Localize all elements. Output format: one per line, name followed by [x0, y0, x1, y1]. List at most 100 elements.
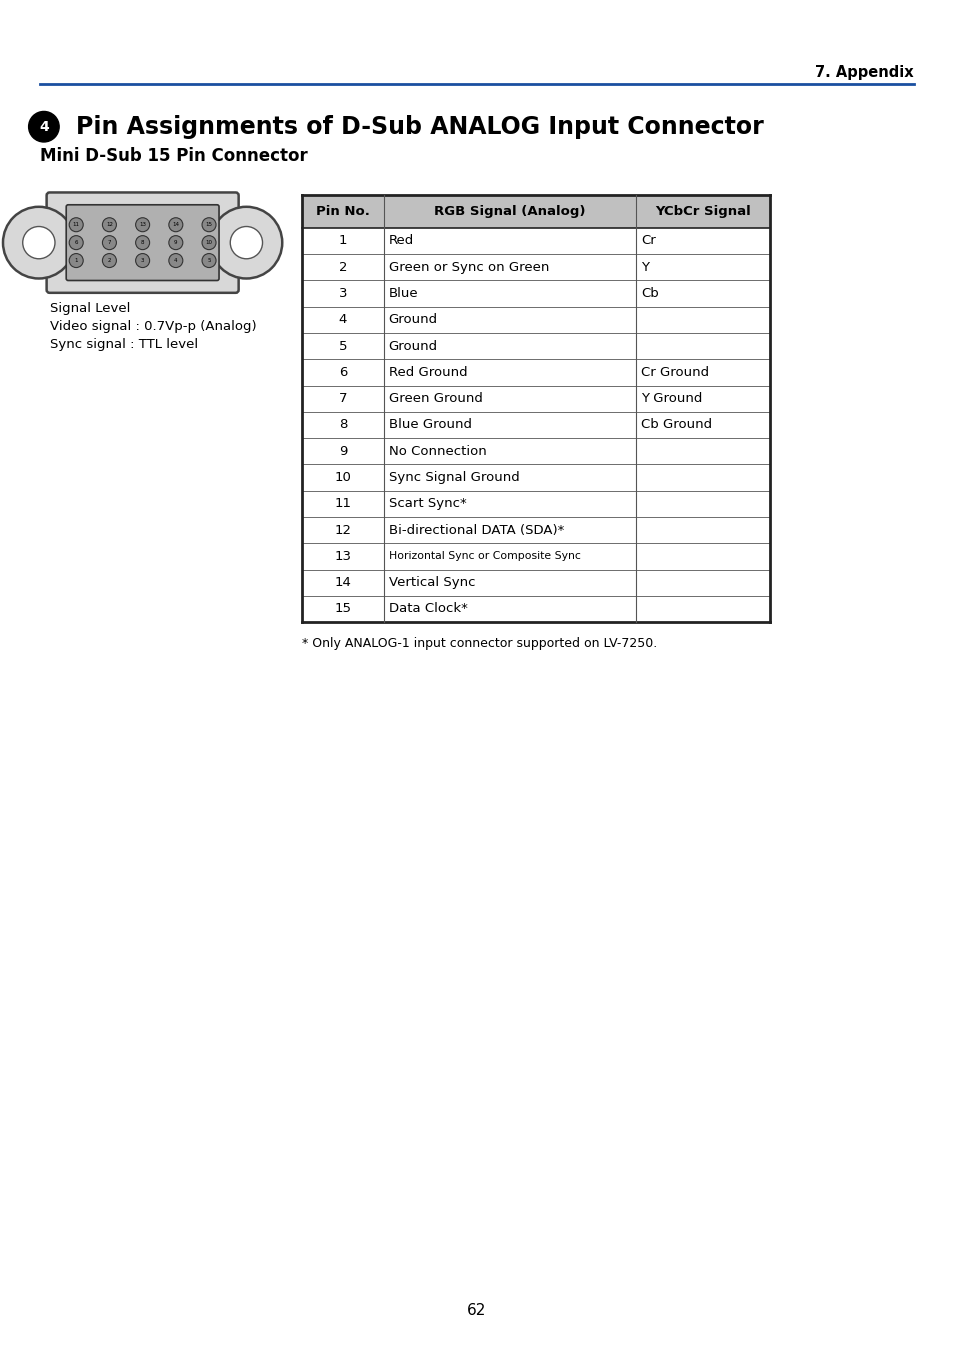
Circle shape — [135, 236, 150, 249]
Text: Signal Level: Signal Level — [50, 302, 130, 315]
Circle shape — [169, 236, 183, 249]
Text: 6: 6 — [74, 240, 78, 245]
Text: 10: 10 — [205, 240, 213, 245]
Circle shape — [135, 253, 150, 267]
Text: Y: Y — [640, 260, 649, 274]
Text: 9: 9 — [173, 240, 177, 245]
Text: 13: 13 — [335, 550, 351, 563]
Text: 6: 6 — [338, 365, 347, 379]
Text: Horizontal Sync or Composite Sync: Horizontal Sync or Composite Sync — [388, 551, 579, 561]
Text: Sync signal : TTL level: Sync signal : TTL level — [50, 338, 197, 350]
Text: Vertical Sync: Vertical Sync — [388, 576, 475, 589]
Text: * Only ANALOG-1 input connector supported on LV-7250.: * Only ANALOG-1 input connector supporte… — [302, 638, 657, 650]
Circle shape — [211, 206, 282, 279]
Text: Cr: Cr — [640, 235, 656, 248]
Bar — [302, 518, 769, 543]
Text: Ground: Ground — [388, 340, 437, 353]
Text: 11: 11 — [72, 222, 80, 228]
Circle shape — [169, 218, 183, 232]
Text: Cb: Cb — [640, 287, 659, 301]
Text: Blue: Blue — [388, 287, 417, 301]
Bar — [302, 570, 769, 596]
Circle shape — [102, 253, 116, 267]
Text: Pin No.: Pin No. — [315, 205, 370, 218]
Text: Scart Sync*: Scart Sync* — [388, 497, 466, 511]
Circle shape — [70, 236, 83, 249]
Circle shape — [102, 218, 116, 232]
Text: 9: 9 — [338, 445, 347, 458]
Text: 2: 2 — [338, 260, 347, 274]
Text: 8: 8 — [141, 240, 144, 245]
Circle shape — [70, 253, 83, 267]
Text: 13: 13 — [139, 222, 146, 228]
Text: 14: 14 — [172, 222, 179, 228]
Circle shape — [202, 218, 215, 232]
Bar — [302, 253, 769, 280]
Text: YCbCr Signal: YCbCr Signal — [655, 205, 750, 218]
Circle shape — [3, 206, 74, 279]
Bar — [302, 360, 769, 386]
Circle shape — [70, 218, 83, 232]
Text: 7. Appendix: 7. Appendix — [815, 65, 913, 80]
Text: 4: 4 — [39, 120, 49, 133]
Text: Pin Assignments of D-Sub ANALOG Input Connector: Pin Assignments of D-Sub ANALOG Input Co… — [76, 115, 763, 139]
Text: 14: 14 — [335, 576, 351, 589]
Bar — [302, 491, 769, 518]
Text: Mini D-Sub 15 Pin Connector: Mini D-Sub 15 Pin Connector — [40, 147, 308, 166]
Circle shape — [135, 218, 150, 232]
Bar — [302, 228, 769, 255]
Text: 3: 3 — [338, 287, 347, 301]
Circle shape — [29, 112, 59, 142]
Text: 15: 15 — [205, 222, 213, 228]
Text: Cb Ground: Cb Ground — [640, 418, 712, 431]
Text: Bi-directional DATA (SDA)*: Bi-directional DATA (SDA)* — [388, 523, 563, 537]
Text: 7: 7 — [108, 240, 112, 245]
Text: 15: 15 — [335, 603, 351, 616]
Text: 12: 12 — [335, 523, 351, 537]
Circle shape — [23, 226, 55, 259]
Text: No Connection: No Connection — [388, 445, 486, 458]
Text: Ground: Ground — [388, 313, 437, 326]
Text: Video signal : 0.7Vp-p (Analog): Video signal : 0.7Vp-p (Analog) — [50, 319, 256, 333]
Text: Red Ground: Red Ground — [388, 365, 467, 379]
Text: Y Ground: Y Ground — [640, 392, 702, 406]
Text: 7: 7 — [338, 392, 347, 406]
Bar — [302, 307, 769, 333]
Text: 3: 3 — [141, 257, 144, 263]
Text: 62: 62 — [467, 1302, 486, 1318]
Text: 1: 1 — [74, 257, 78, 263]
Text: 1: 1 — [338, 235, 347, 248]
Bar — [302, 438, 769, 465]
Circle shape — [102, 236, 116, 249]
Bar — [302, 195, 769, 228]
Text: Cr Ground: Cr Ground — [640, 365, 709, 379]
Text: 2: 2 — [108, 257, 112, 263]
Text: Data Clock*: Data Clock* — [388, 603, 467, 616]
Text: Green or Sync on Green: Green or Sync on Green — [388, 260, 548, 274]
Text: 5: 5 — [207, 257, 211, 263]
Text: Red: Red — [388, 235, 414, 248]
Bar — [302, 412, 769, 438]
Text: Green Ground: Green Ground — [388, 392, 482, 406]
Text: 12: 12 — [106, 222, 112, 228]
Circle shape — [202, 236, 215, 249]
Bar — [302, 386, 769, 412]
Text: 4: 4 — [338, 313, 347, 326]
Text: 10: 10 — [335, 470, 351, 484]
Text: Blue Ground: Blue Ground — [388, 418, 471, 431]
Text: Sync Signal Ground: Sync Signal Ground — [388, 470, 518, 484]
Text: 11: 11 — [335, 497, 351, 511]
Bar — [302, 465, 769, 491]
Text: 4: 4 — [173, 257, 177, 263]
Text: RGB Signal (Analog): RGB Signal (Analog) — [434, 205, 585, 218]
Circle shape — [230, 226, 262, 259]
Bar — [302, 280, 769, 307]
Text: 8: 8 — [338, 418, 347, 431]
Circle shape — [169, 253, 183, 267]
Circle shape — [202, 253, 215, 267]
Bar — [302, 596, 769, 623]
FancyBboxPatch shape — [47, 193, 238, 293]
Bar — [302, 543, 769, 570]
Text: 5: 5 — [338, 340, 347, 353]
FancyBboxPatch shape — [66, 205, 219, 280]
